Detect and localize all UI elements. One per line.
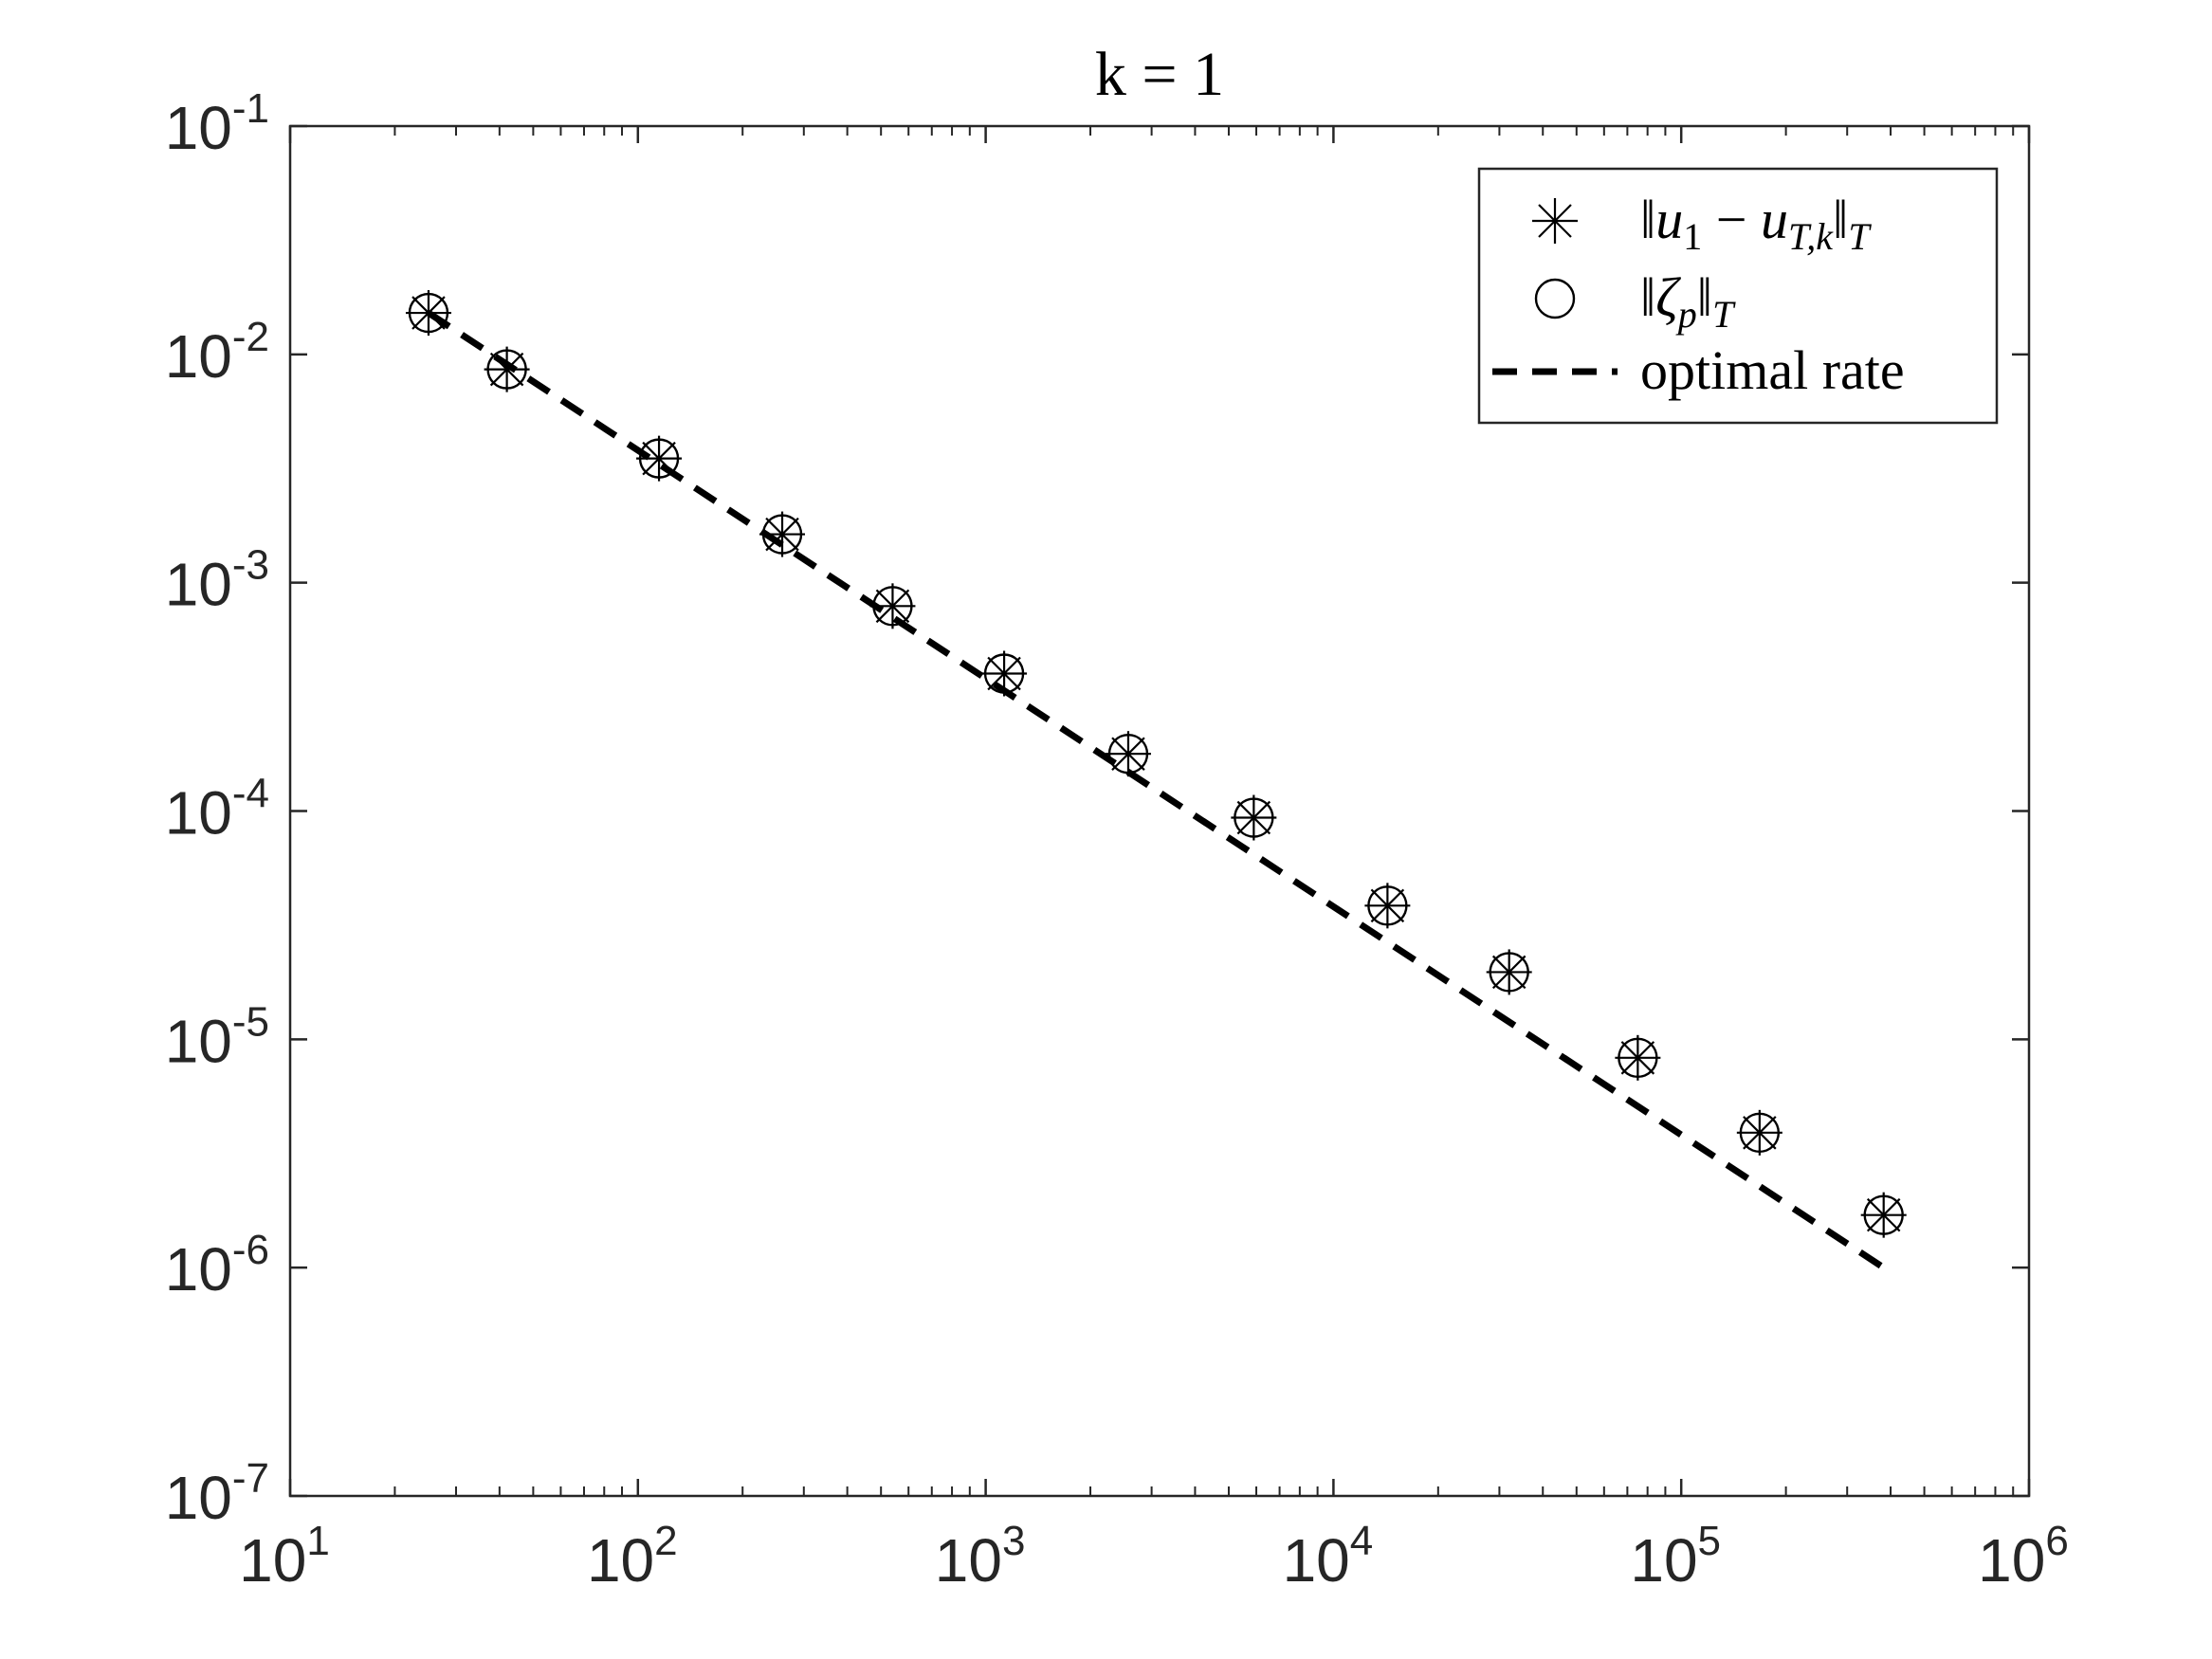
legend-label: ‖ζp‖T — [1640, 266, 1736, 336]
legend-label: ‖u1 − uT,k‖T — [1640, 189, 1872, 258]
x-tick-labels: 101 102 103 104 105 106 — [239, 1518, 2069, 1595]
axis-ticks — [288, 124, 2031, 1498]
y-tick-label: 10-4 — [165, 771, 269, 848]
asterisk-point — [1231, 794, 1277, 841]
legend-item-asterisk: ‖u1 − uT,k‖T — [1532, 189, 1872, 258]
y-tick-label: 10-1 — [165, 85, 269, 162]
asterisk-point — [1364, 883, 1411, 929]
circle-point — [1739, 1112, 1781, 1154]
legend-item-dashed: optimal rate — [1492, 339, 1905, 401]
asterisk-point — [1486, 949, 1532, 995]
y-tick-labels: 10-1 10-2 10-3 10-4 10-5 10-6 10-7 — [165, 85, 269, 1532]
asterisk-point — [1860, 1192, 1907, 1238]
x-tick-label: 106 — [1978, 1518, 2069, 1595]
asterisk-point — [1615, 1034, 1661, 1081]
series-dashed — [427, 310, 1886, 1271]
asterisk-point — [1736, 1109, 1782, 1156]
y-tick-label: 10-7 — [165, 1455, 269, 1532]
circle-point — [1367, 885, 1408, 926]
legend-item-circle: ‖ζp‖T — [1534, 266, 1736, 336]
series-layer — [405, 290, 1907, 1271]
x-tick-label: 103 — [935, 1518, 1026, 1595]
circle-point — [408, 292, 449, 334]
y-tick-label: 10-3 — [165, 542, 269, 619]
circle-point — [1489, 952, 1529, 993]
circle-point — [638, 438, 680, 479]
legend-label: optimal rate — [1640, 339, 1905, 401]
asterisk-point — [1105, 731, 1151, 777]
asterisk-point — [484, 346, 530, 392]
series-circle — [408, 292, 1904, 1235]
series-asterisk — [405, 290, 1907, 1238]
circle-point — [486, 349, 527, 390]
x-tick-label: 105 — [1630, 1518, 1721, 1595]
x-tick-label: 101 — [239, 1518, 330, 1595]
y-tick-label: 10-5 — [165, 998, 269, 1075]
optimal-rate-line — [427, 310, 1886, 1271]
circle-point — [1234, 797, 1274, 838]
legend-asterisk-icon — [1532, 198, 1578, 244]
y-tick-label: 10-2 — [165, 314, 269, 391]
x-tick-label: 102 — [587, 1518, 678, 1595]
y-tick-label: 10-6 — [165, 1227, 269, 1304]
chart-title: k = 1 — [1095, 40, 1224, 109]
circle-point — [1618, 1037, 1658, 1079]
circle-point — [1863, 1194, 1904, 1235]
legend-circle-icon — [1534, 278, 1576, 319]
x-tick-label: 104 — [1283, 1518, 1374, 1595]
